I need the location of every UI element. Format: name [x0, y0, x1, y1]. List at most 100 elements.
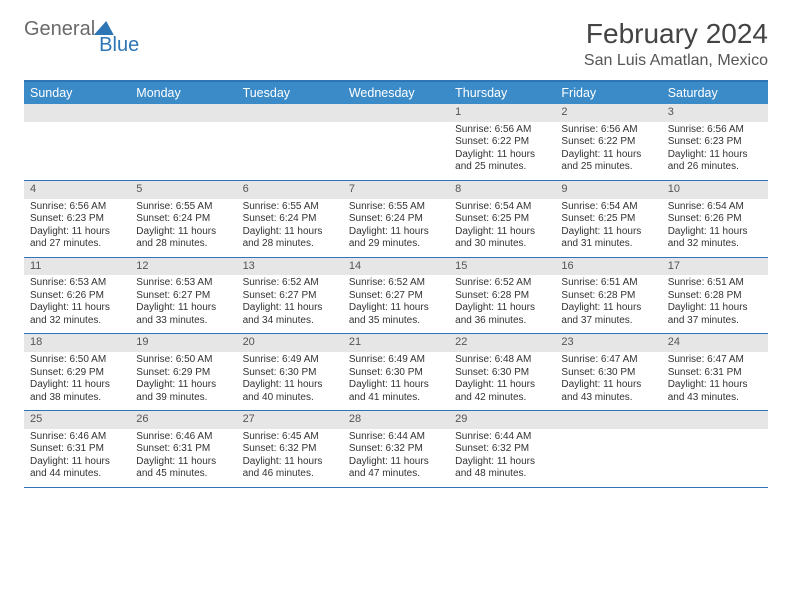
- sunset-text: Sunset: 6:30 PM: [349, 367, 443, 380]
- logo: General Blue: [24, 18, 139, 41]
- day-body: Sunrise: 6:52 AMSunset: 6:27 PMDaylight:…: [237, 275, 343, 333]
- daylight-text: Daylight: 11 hours and 25 minutes.: [455, 149, 549, 174]
- day-cell: 29Sunrise: 6:44 AMSunset: 6:32 PMDayligh…: [449, 411, 555, 487]
- sunset-text: Sunset: 6:28 PM: [561, 290, 655, 303]
- day-cell: 6Sunrise: 6:55 AMSunset: 6:24 PMDaylight…: [237, 181, 343, 257]
- day-cell: [130, 104, 236, 180]
- day-body: Sunrise: 6:44 AMSunset: 6:32 PMDaylight:…: [449, 429, 555, 487]
- day-body: [237, 122, 343, 180]
- daylight-text: Daylight: 11 hours and 43 minutes.: [668, 379, 762, 404]
- daylight-text: Daylight: 11 hours and 44 minutes.: [30, 456, 124, 481]
- day-cell: 27Sunrise: 6:45 AMSunset: 6:32 PMDayligh…: [237, 411, 343, 487]
- day-number: 3: [662, 104, 768, 122]
- day-cell: [662, 411, 768, 487]
- day-number: 18: [24, 334, 130, 352]
- day-cell: 22Sunrise: 6:48 AMSunset: 6:30 PMDayligh…: [449, 334, 555, 410]
- day-cell: 8Sunrise: 6:54 AMSunset: 6:25 PMDaylight…: [449, 181, 555, 257]
- weekday-header: Wednesday: [343, 82, 449, 104]
- sunrise-text: Sunrise: 6:46 AM: [136, 431, 230, 444]
- week-row: 1Sunrise: 6:56 AMSunset: 6:22 PMDaylight…: [24, 104, 768, 181]
- sunset-text: Sunset: 6:31 PM: [668, 367, 762, 380]
- day-cell: 18Sunrise: 6:50 AMSunset: 6:29 PMDayligh…: [24, 334, 130, 410]
- day-number: 2: [555, 104, 661, 122]
- sunrise-text: Sunrise: 6:52 AM: [243, 277, 337, 290]
- daylight-text: Daylight: 11 hours and 38 minutes.: [30, 379, 124, 404]
- day-number: 22: [449, 334, 555, 352]
- day-body: Sunrise: 6:46 AMSunset: 6:31 PMDaylight:…: [24, 429, 130, 487]
- daylight-text: Daylight: 11 hours and 28 minutes.: [243, 226, 337, 251]
- day-cell: 12Sunrise: 6:53 AMSunset: 6:27 PMDayligh…: [130, 258, 236, 334]
- location-label: San Luis Amatlan, Mexico: [584, 52, 768, 70]
- day-cell: 24Sunrise: 6:47 AMSunset: 6:31 PMDayligh…: [662, 334, 768, 410]
- day-number: 1: [449, 104, 555, 122]
- sunset-text: Sunset: 6:22 PM: [455, 136, 549, 149]
- sunrise-text: Sunrise: 6:52 AM: [455, 277, 549, 290]
- day-number: 19: [130, 334, 236, 352]
- day-cell: 21Sunrise: 6:49 AMSunset: 6:30 PMDayligh…: [343, 334, 449, 410]
- sunrise-text: Sunrise: 6:54 AM: [561, 201, 655, 214]
- day-number: 28: [343, 411, 449, 429]
- daylight-text: Daylight: 11 hours and 34 minutes.: [243, 302, 337, 327]
- logo-text-1: General: [24, 18, 95, 41]
- day-body: [662, 429, 768, 487]
- daylight-text: Daylight: 11 hours and 43 minutes.: [561, 379, 655, 404]
- weekday-header: Monday: [130, 82, 236, 104]
- day-number: 23: [555, 334, 661, 352]
- sunset-text: Sunset: 6:30 PM: [561, 367, 655, 380]
- day-number: 29: [449, 411, 555, 429]
- day-body: Sunrise: 6:51 AMSunset: 6:28 PMDaylight:…: [555, 275, 661, 333]
- day-body: Sunrise: 6:48 AMSunset: 6:30 PMDaylight:…: [449, 352, 555, 410]
- sunset-text: Sunset: 6:24 PM: [136, 213, 230, 226]
- day-body: Sunrise: 6:49 AMSunset: 6:30 PMDaylight:…: [343, 352, 449, 410]
- day-number: 17: [662, 258, 768, 276]
- day-body: Sunrise: 6:54 AMSunset: 6:25 PMDaylight:…: [449, 199, 555, 257]
- title-block: February 2024 San Luis Amatlan, Mexico: [584, 18, 768, 70]
- daylight-text: Daylight: 11 hours and 41 minutes.: [349, 379, 443, 404]
- sunrise-text: Sunrise: 6:52 AM: [349, 277, 443, 290]
- daylight-text: Daylight: 11 hours and 42 minutes.: [455, 379, 549, 404]
- sunset-text: Sunset: 6:23 PM: [30, 213, 124, 226]
- sunset-text: Sunset: 6:25 PM: [561, 213, 655, 226]
- week-row: 11Sunrise: 6:53 AMSunset: 6:26 PMDayligh…: [24, 258, 768, 335]
- sunrise-text: Sunrise: 6:48 AM: [455, 354, 549, 367]
- sunrise-text: Sunrise: 6:47 AM: [561, 354, 655, 367]
- sunset-text: Sunset: 6:26 PM: [30, 290, 124, 303]
- day-number: 11: [24, 258, 130, 276]
- day-cell: 1Sunrise: 6:56 AMSunset: 6:22 PMDaylight…: [449, 104, 555, 180]
- sunrise-text: Sunrise: 6:56 AM: [668, 124, 762, 137]
- day-body: Sunrise: 6:44 AMSunset: 6:32 PMDaylight:…: [343, 429, 449, 487]
- sunrise-text: Sunrise: 6:44 AM: [455, 431, 549, 444]
- day-cell: [24, 104, 130, 180]
- sunset-text: Sunset: 6:22 PM: [561, 136, 655, 149]
- day-cell: 16Sunrise: 6:51 AMSunset: 6:28 PMDayligh…: [555, 258, 661, 334]
- sunset-text: Sunset: 6:29 PM: [30, 367, 124, 380]
- weekday-header: Sunday: [24, 82, 130, 104]
- day-number: [237, 104, 343, 122]
- sunset-text: Sunset: 6:24 PM: [349, 213, 443, 226]
- daylight-text: Daylight: 11 hours and 45 minutes.: [136, 456, 230, 481]
- week-row: 25Sunrise: 6:46 AMSunset: 6:31 PMDayligh…: [24, 411, 768, 488]
- day-number: 4: [24, 181, 130, 199]
- weekday-header: Friday: [555, 82, 661, 104]
- day-cell: [555, 411, 661, 487]
- day-body: Sunrise: 6:54 AMSunset: 6:26 PMDaylight:…: [662, 199, 768, 257]
- day-body: Sunrise: 6:56 AMSunset: 6:23 PMDaylight:…: [24, 199, 130, 257]
- sunrise-text: Sunrise: 6:56 AM: [561, 124, 655, 137]
- daylight-text: Daylight: 11 hours and 47 minutes.: [349, 456, 443, 481]
- day-body: [24, 122, 130, 180]
- day-number: 15: [449, 258, 555, 276]
- sunset-text: Sunset: 6:26 PM: [668, 213, 762, 226]
- daylight-text: Daylight: 11 hours and 37 minutes.: [561, 302, 655, 327]
- sunrise-text: Sunrise: 6:44 AM: [349, 431, 443, 444]
- daylight-text: Daylight: 11 hours and 35 minutes.: [349, 302, 443, 327]
- daylight-text: Daylight: 11 hours and 25 minutes.: [561, 149, 655, 174]
- day-body: Sunrise: 6:52 AMSunset: 6:27 PMDaylight:…: [343, 275, 449, 333]
- day-body: Sunrise: 6:55 AMSunset: 6:24 PMDaylight:…: [343, 199, 449, 257]
- day-number: [662, 411, 768, 429]
- day-cell: 5Sunrise: 6:55 AMSunset: 6:24 PMDaylight…: [130, 181, 236, 257]
- weeks-container: 1Sunrise: 6:56 AMSunset: 6:22 PMDaylight…: [24, 104, 768, 488]
- day-body: Sunrise: 6:45 AMSunset: 6:32 PMDaylight:…: [237, 429, 343, 487]
- daylight-text: Daylight: 11 hours and 30 minutes.: [455, 226, 549, 251]
- day-number: 25: [24, 411, 130, 429]
- sunrise-text: Sunrise: 6:50 AM: [136, 354, 230, 367]
